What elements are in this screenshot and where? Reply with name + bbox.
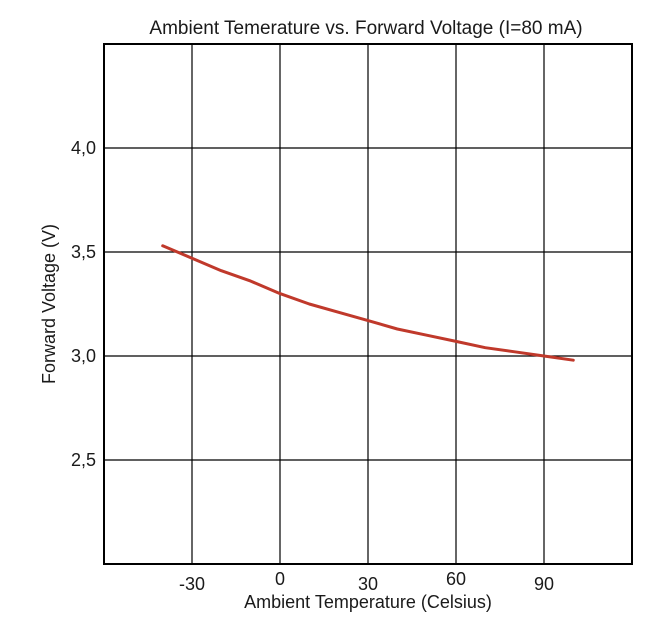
- x-tick-label: 0: [275, 569, 285, 589]
- x-tick-label: 90: [534, 574, 554, 594]
- series-layer: [161, 244, 575, 362]
- series-line: [161, 244, 575, 362]
- x-tick-label: 60: [446, 569, 466, 589]
- chart-title: Ambient Temerature vs. Forward Voltage (…: [149, 18, 582, 39]
- x-tick-labels: -30 0 30 60 90: [179, 569, 554, 594]
- x-tick-label: -30: [179, 574, 205, 594]
- y-tick-labels: 2,5 3,0 3,5 4,0: [71, 138, 96, 470]
- x-gridlines: [191, 44, 545, 564]
- y-tick-label: 2,5: [71, 450, 96, 470]
- x-axis-label: Ambient Temperature (Celsius): [244, 592, 492, 612]
- y-tick-label: 3,0: [71, 346, 96, 366]
- x-tick-label: 30: [358, 574, 378, 594]
- y-axis-label: Forward Voltage (V): [39, 224, 59, 384]
- plot-frame: [103, 43, 633, 565]
- y-tick-label: 4,0: [71, 138, 96, 158]
- y-tick-label: 3,5: [71, 242, 96, 262]
